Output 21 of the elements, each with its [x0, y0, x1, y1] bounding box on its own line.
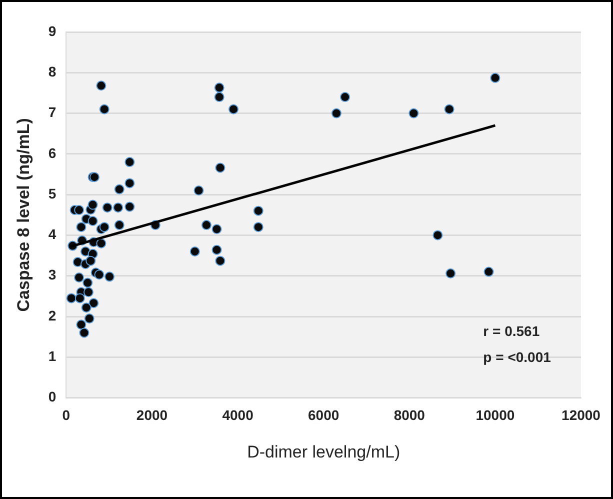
x-tick-label: 2000 [136, 407, 168, 424]
y-axis-title: Caspase 8 level (ng/mL) [14, 118, 33, 312]
y-tick-label: 5 [48, 185, 56, 202]
y-tick-label: 7 [48, 104, 56, 120]
y-tick-label: 8 [48, 64, 56, 80]
y-tick-label: 0 [48, 388, 56, 405]
x-tick-label: 12000 [562, 407, 601, 424]
x-tick-label: 8000 [394, 407, 426, 424]
x-axis-title: D-dimer levelng/mL) [247, 442, 400, 462]
y-tick-label: 9 [48, 22, 56, 39]
x-tick-label: 4000 [222, 407, 254, 424]
y-tick-label: 4 [48, 226, 56, 242]
annotation: p = <0.001 [483, 348, 552, 365]
annotation: r = 0.561 [483, 322, 540, 339]
x-tick-label: 6000 [308, 407, 340, 424]
y-tick-label: 1 [48, 348, 56, 364]
x-tick-label: 0 [62, 407, 70, 424]
y-tick-label: 3 [48, 266, 56, 283]
y-tick-label: 6 [48, 144, 56, 161]
y-tick-label: 2 [48, 307, 56, 324]
x-tick-label: 10000 [476, 407, 515, 424]
